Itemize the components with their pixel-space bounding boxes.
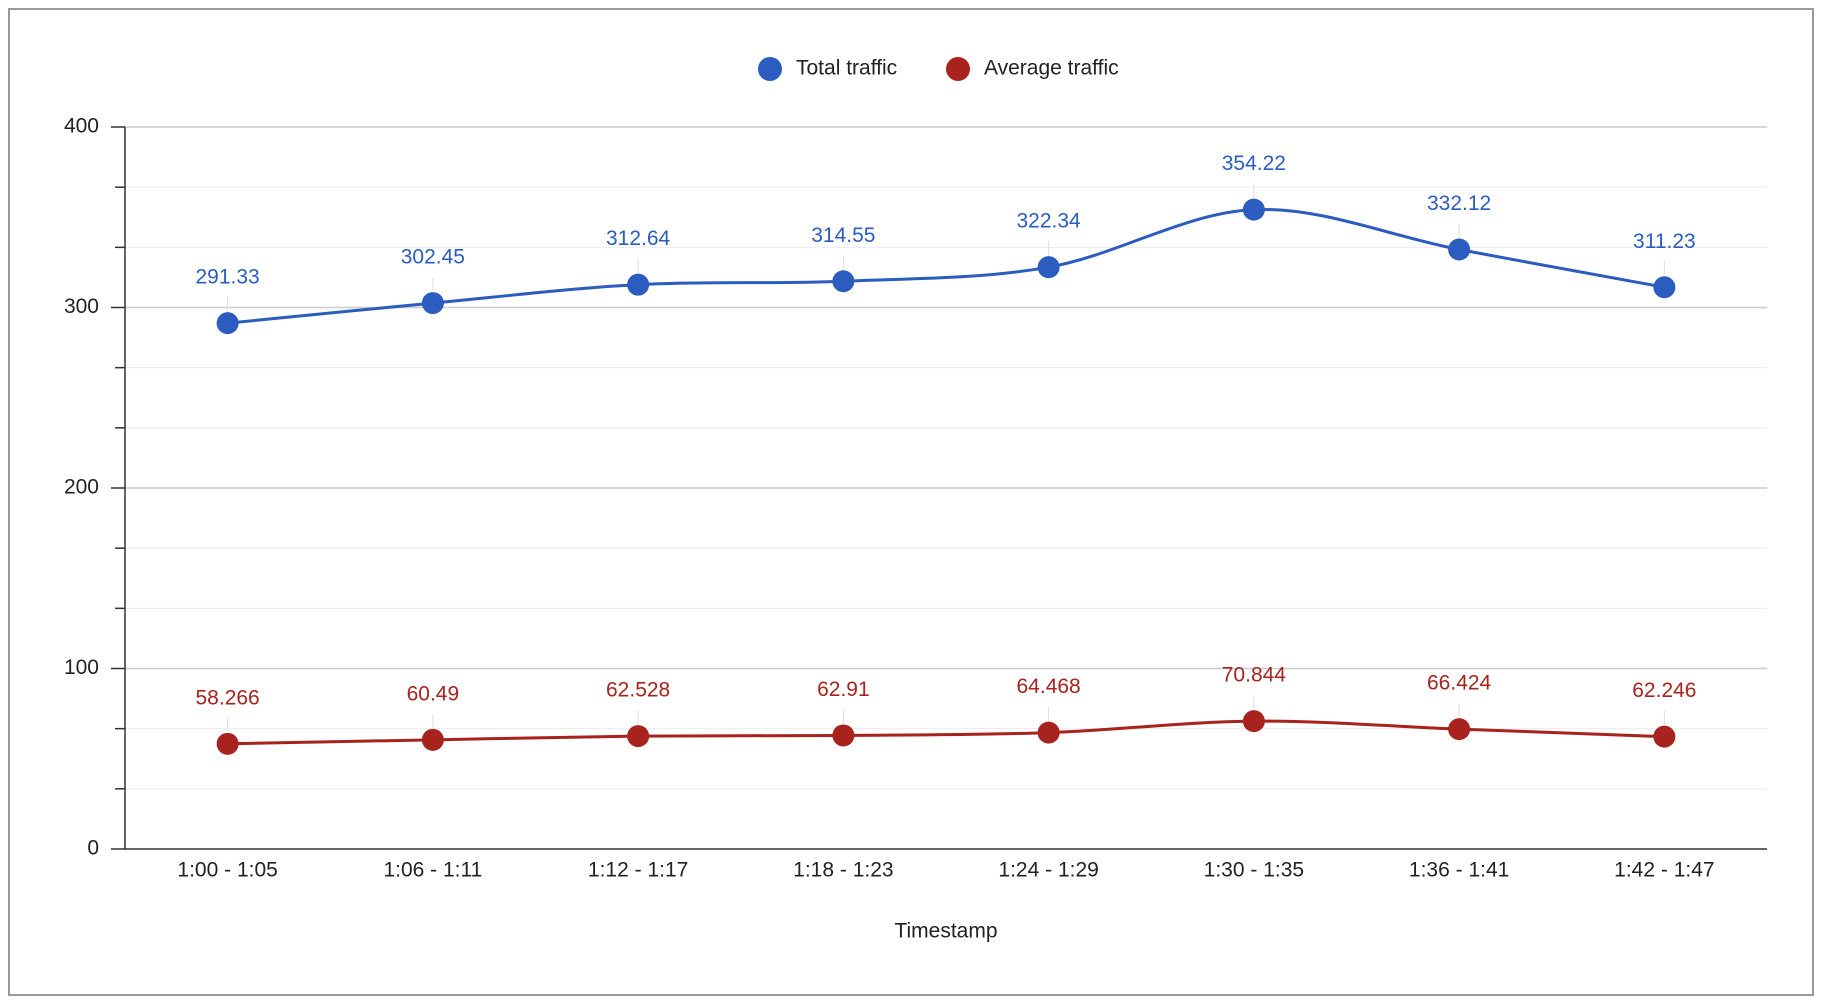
legend-marker — [758, 57, 782, 81]
data-label: 62.246 — [1632, 679, 1696, 702]
x-tick-label: 1:00 - 1:05 — [177, 859, 277, 882]
x-tick-label: 1:24 - 1:29 — [998, 859, 1098, 882]
data-point — [627, 273, 650, 296]
data-point — [1653, 725, 1676, 748]
data-point — [832, 270, 855, 293]
data-point — [216, 312, 239, 335]
legend-label: Total traffic — [796, 57, 897, 80]
data-label: 312.64 — [606, 227, 671, 250]
data-point — [1653, 276, 1676, 299]
data-point — [421, 728, 444, 751]
x-tick-label: 1:30 - 1:35 — [1204, 859, 1304, 882]
data-label: 62.91 — [817, 678, 870, 701]
data-label: 58.266 — [196, 686, 260, 709]
data-point — [627, 725, 650, 748]
data-point — [216, 732, 239, 755]
x-tick-label: 1:12 - 1:17 — [588, 859, 688, 882]
legend-label: Average traffic — [984, 57, 1119, 80]
y-tick-label: 100 — [64, 656, 99, 679]
y-tick-label: 400 — [64, 115, 99, 138]
chart-border — [8, 8, 1814, 996]
data-label: 62.528 — [606, 679, 670, 702]
data-label: 60.49 — [407, 682, 460, 705]
data-label: 302.45 — [401, 246, 465, 269]
y-tick-label: 300 — [64, 295, 99, 318]
data-label: 311.23 — [1633, 230, 1696, 253]
data-point — [1242, 710, 1265, 733]
data-label: 70.844 — [1222, 664, 1287, 687]
x-tick-label: 1:18 - 1:23 — [793, 859, 893, 882]
legend-marker — [946, 57, 970, 81]
data-point — [1448, 238, 1471, 261]
data-point — [1037, 721, 1060, 744]
data-label: 354.22 — [1222, 152, 1286, 175]
data-point — [1037, 256, 1060, 279]
data-point — [421, 292, 444, 315]
series-line — [227, 719, 1665, 746]
data-label: 332.12 — [1427, 192, 1491, 215]
data-point — [1448, 718, 1471, 741]
data-label: 322.34 — [1017, 210, 1082, 233]
x-tick-label: 1:42 - 1:47 — [1614, 859, 1714, 882]
data-point — [832, 724, 855, 747]
data-point — [1242, 198, 1265, 221]
series-line — [227, 207, 1665, 325]
x-tick-label: 1:06 - 1:11 — [383, 859, 482, 882]
x-tick-label: 1:36 - 1:41 — [1409, 859, 1509, 882]
y-tick-label: 0 — [87, 837, 99, 860]
data-label: 64.468 — [1017, 675, 1081, 698]
data-label: 314.55 — [811, 224, 875, 247]
y-tick-label: 200 — [64, 476, 99, 499]
x-axis-title: Timestamp — [894, 920, 997, 943]
data-label: 291.33 — [196, 266, 260, 289]
data-label: 66.424 — [1427, 672, 1492, 695]
